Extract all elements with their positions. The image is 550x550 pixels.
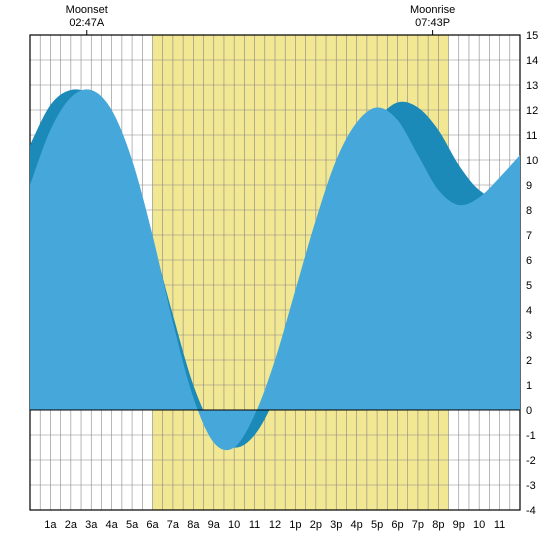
y-tick-label: 1 bbox=[526, 380, 532, 392]
y-tick-label: 3 bbox=[526, 330, 532, 342]
x-tick-label: 4a bbox=[106, 519, 119, 531]
x-tick-label: 2a bbox=[65, 519, 78, 531]
x-tick-label: 1a bbox=[44, 519, 57, 531]
x-tick-label: 6a bbox=[146, 519, 159, 531]
y-tick-label: 2 bbox=[526, 355, 532, 367]
x-tick-label: 10 bbox=[228, 519, 240, 531]
y-tick-label: 9 bbox=[526, 180, 532, 192]
y-tick-label: 10 bbox=[526, 155, 538, 167]
x-tick-label: 11 bbox=[249, 519, 260, 531]
x-tick-label: 8a bbox=[187, 519, 200, 531]
y-tick-label: 7 bbox=[526, 230, 532, 242]
x-tick-label: 8p bbox=[432, 519, 444, 531]
x-tick-label: 10 bbox=[473, 519, 485, 531]
moonset-label: Moonset bbox=[66, 4, 108, 16]
y-tick-label: -3 bbox=[526, 480, 536, 492]
x-tick-label: 6p bbox=[391, 519, 403, 531]
x-tick-label: 5p bbox=[371, 519, 383, 531]
y-tick-label: 0 bbox=[526, 405, 532, 417]
x-tick-label: 3a bbox=[85, 519, 98, 531]
chart-svg: -4-3-2-101234567891011121314151a2a3a4a5a… bbox=[0, 0, 550, 550]
y-tick-label: -2 bbox=[526, 455, 536, 467]
y-tick-label: 8 bbox=[526, 205, 532, 217]
x-tick-label: 5a bbox=[126, 519, 139, 531]
moonset-time: 02:47A bbox=[69, 17, 105, 29]
moonrise-time: 07:43P bbox=[415, 17, 450, 29]
moonrise-label: Moonrise bbox=[410, 4, 455, 16]
y-tick-label: 14 bbox=[526, 55, 538, 67]
y-tick-label: 4 bbox=[526, 305, 532, 317]
y-tick-label: 5 bbox=[526, 280, 532, 292]
y-tick-label: 6 bbox=[526, 255, 532, 267]
x-tick-label: 3p bbox=[330, 519, 342, 531]
x-tick-label: 9a bbox=[208, 519, 221, 531]
x-tick-label: 12 bbox=[269, 519, 281, 531]
x-tick-label: 2p bbox=[310, 519, 322, 531]
y-tick-label: -4 bbox=[526, 505, 536, 517]
y-tick-label: 12 bbox=[526, 105, 538, 117]
tide-chart: -4-3-2-101234567891011121314151a2a3a4a5a… bbox=[0, 0, 550, 550]
y-tick-label: 11 bbox=[526, 130, 537, 142]
x-tick-label: 11 bbox=[494, 519, 505, 531]
x-tick-label: 1p bbox=[289, 519, 301, 531]
x-tick-label: 7p bbox=[412, 519, 424, 531]
x-tick-label: 4p bbox=[351, 519, 363, 531]
y-tick-label: 13 bbox=[526, 80, 538, 92]
y-tick-label: 15 bbox=[526, 30, 538, 42]
x-tick-label: 7a bbox=[167, 519, 180, 531]
y-tick-label: -1 bbox=[526, 430, 536, 442]
x-tick-label: 9p bbox=[453, 519, 465, 531]
